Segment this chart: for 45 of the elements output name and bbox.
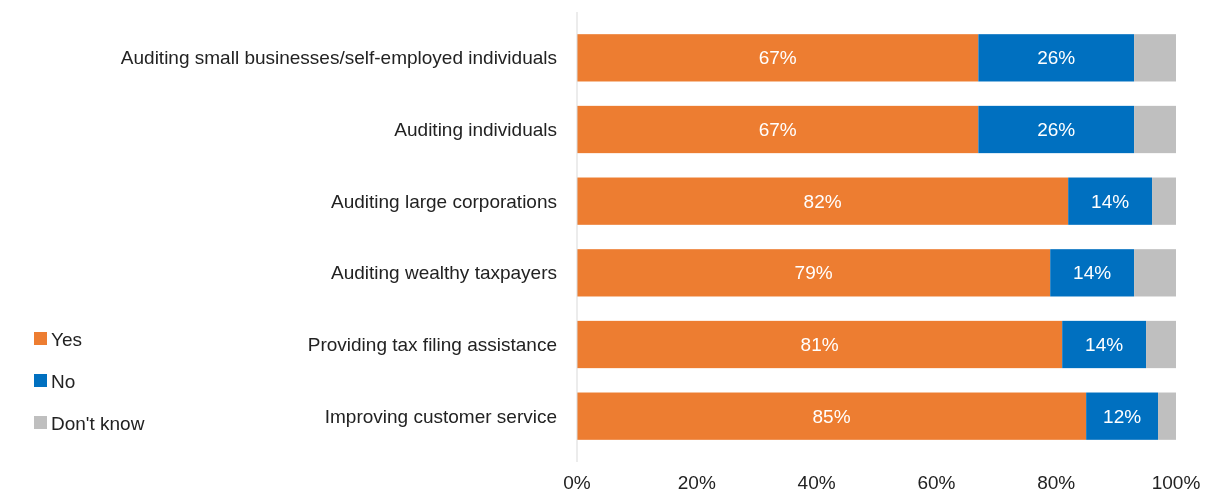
bar: [1062, 320, 1147, 369]
legend-label: Yes: [51, 328, 82, 350]
data-label: 14%: [1091, 190, 1130, 212]
y-tick-label: Improving customer service: [324, 405, 557, 427]
x-tick-label: 80%: [1037, 472, 1076, 493]
bar: [978, 105, 1135, 154]
data-label: 85%: [812, 405, 851, 427]
data-label: 67%: [758, 47, 797, 69]
data-label: 67%: [758, 119, 797, 141]
bar: [1134, 105, 1176, 154]
x-tick-label: 0%: [563, 472, 591, 493]
bar: [1068, 177, 1153, 225]
data-label: 79%: [794, 262, 833, 284]
bar: [1134, 34, 1176, 82]
y-tick-label: Providing tax filing assistance: [307, 334, 557, 356]
x-tick-label: 60%: [917, 472, 956, 493]
data-label: 14%: [1073, 262, 1112, 284]
y-tick-label: Auditing individuals: [394, 119, 557, 141]
bar: [1152, 177, 1176, 225]
x-tick-label: 100%: [1151, 472, 1201, 493]
data-label: 14%: [1085, 334, 1124, 356]
bar: [1146, 320, 1176, 369]
x-tick-label: 40%: [797, 472, 836, 493]
data-label: 82%: [803, 190, 842, 212]
bar: [1050, 249, 1135, 297]
bar: [577, 105, 979, 154]
bar: [1158, 392, 1176, 440]
y-tick-label: Auditing large corporations: [330, 190, 557, 212]
bar: [1086, 392, 1159, 440]
bar: [577, 177, 1069, 225]
bar: [577, 34, 979, 82]
bar: [1134, 249, 1176, 297]
bar: [577, 392, 1087, 440]
data-label: 26%: [1037, 47, 1076, 69]
legend-label: Don't know: [51, 412, 145, 434]
y-tick-label: Auditing small businesses/self-employed individuals: [120, 47, 557, 69]
data-label: 12%: [1103, 405, 1142, 427]
bar: [978, 34, 1135, 82]
data-label: 26%: [1037, 119, 1076, 141]
bar: [577, 320, 1063, 369]
bar: [577, 249, 1051, 297]
data-label: 81%: [800, 334, 839, 356]
legend-label: No: [51, 370, 76, 392]
y-tick-label: Auditing wealthy taxpayers: [330, 262, 557, 284]
x-tick-label: 20%: [677, 472, 716, 493]
